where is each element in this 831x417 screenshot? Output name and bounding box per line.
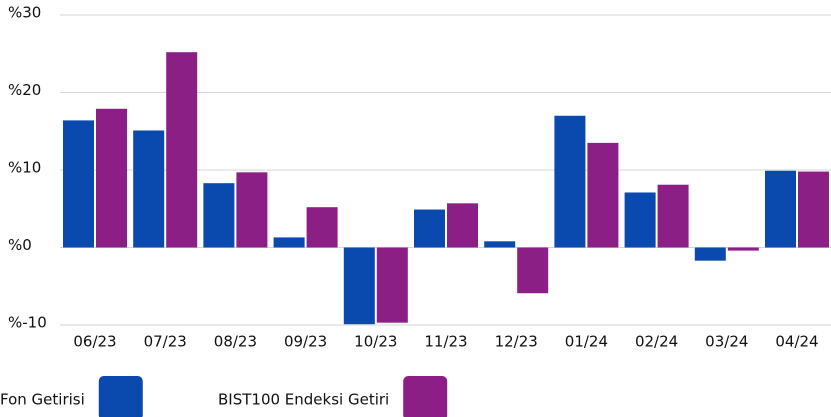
y-tick-label: %30 xyxy=(8,4,41,22)
x-tick-label: 06/23 xyxy=(73,333,116,351)
x-tick-label: 11/23 xyxy=(424,333,467,351)
bar xyxy=(484,241,516,248)
x-tick-label: 02/24 xyxy=(635,333,678,351)
y-tick-label: %0 xyxy=(8,236,32,254)
legend-label: Fon Getirisi xyxy=(0,391,85,409)
bar xyxy=(236,172,268,248)
legend-swatch xyxy=(403,376,448,417)
x-tick-label: 10/23 xyxy=(354,333,397,351)
bar xyxy=(376,247,408,323)
bar xyxy=(414,209,445,248)
bar xyxy=(517,247,549,294)
bar xyxy=(765,170,796,248)
y-tick-label: %20 xyxy=(8,81,41,99)
bar xyxy=(96,108,127,248)
bar xyxy=(727,247,759,251)
bar xyxy=(63,120,94,248)
bar xyxy=(166,52,198,248)
bar xyxy=(447,203,478,248)
x-tick-label: 03/24 xyxy=(705,333,748,351)
x-tick-label: 09/23 xyxy=(284,333,327,351)
bar xyxy=(657,184,689,248)
x-tick-label: 08/23 xyxy=(214,333,257,351)
bar xyxy=(203,183,235,248)
bar xyxy=(273,237,305,248)
y-tick-label: %10 xyxy=(8,159,41,177)
bar xyxy=(798,171,829,248)
x-tick-label: 01/24 xyxy=(565,333,608,351)
x-tick-label: 07/23 xyxy=(144,333,187,351)
bar xyxy=(694,247,726,261)
x-tick-label: 04/24 xyxy=(775,333,818,351)
legend-label: BIST100 Endeksi Getiri xyxy=(218,391,389,409)
bar xyxy=(624,192,656,248)
legend-swatch xyxy=(98,376,143,417)
bar xyxy=(554,115,586,248)
bar xyxy=(306,207,338,248)
bar xyxy=(587,142,619,248)
bar xyxy=(343,247,375,325)
bar xyxy=(133,130,165,248)
y-tick-label: %-10 xyxy=(8,314,47,332)
x-tick-label: 12/23 xyxy=(495,333,538,351)
